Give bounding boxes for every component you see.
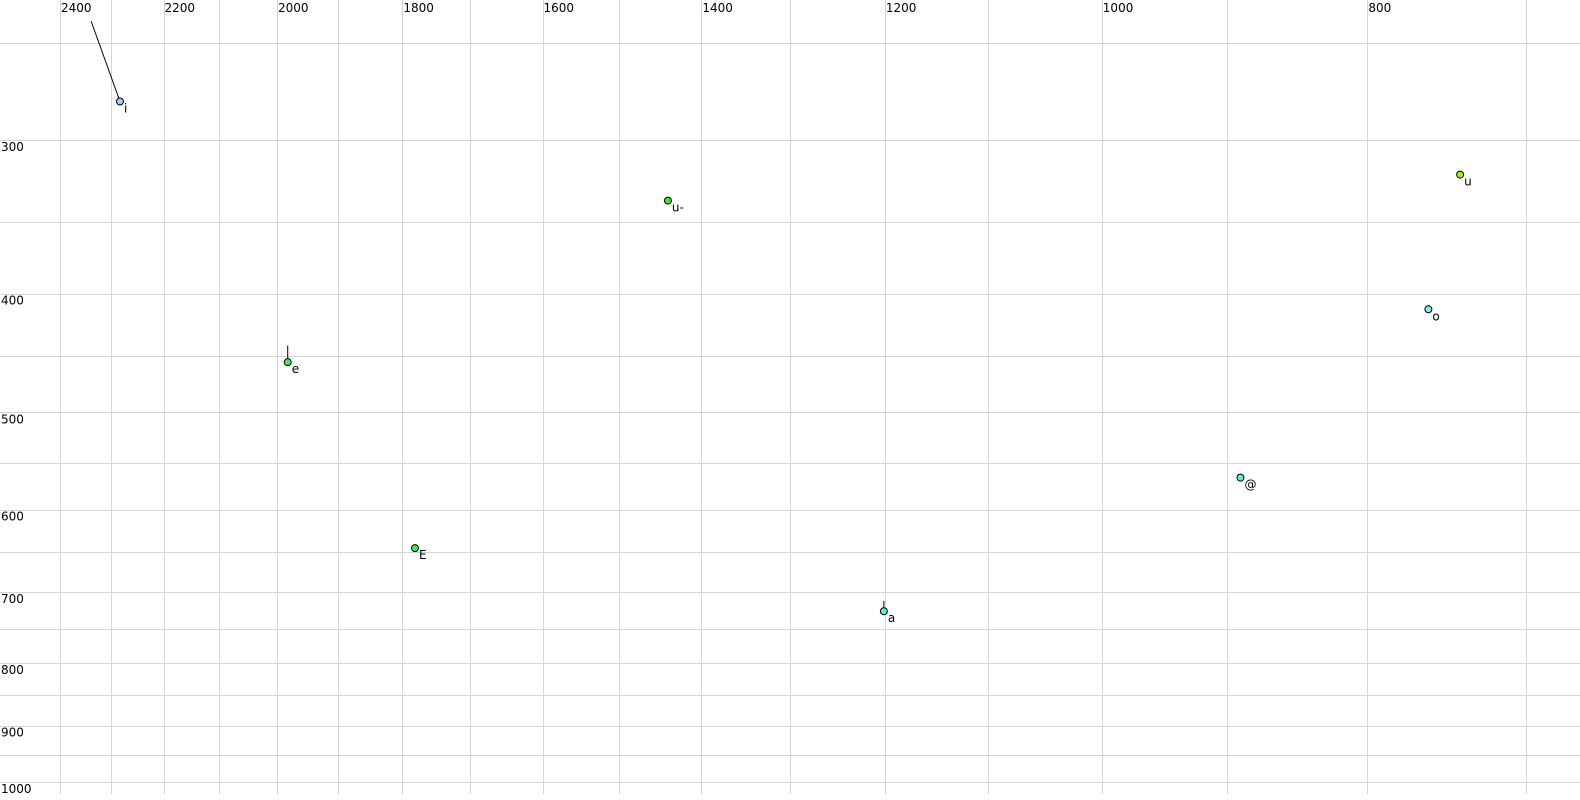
vowel-point-o: o [1424,305,1440,323]
point-label: u- [672,201,684,215]
data-point-marker [115,97,124,106]
vowel-point-u: u [1456,170,1472,189]
y-tick-label: 800 [1,663,24,677]
point-label: e [292,362,299,376]
point-label: i [124,101,127,115]
vowel-point-e: e [283,345,299,376]
x-tick-label: 2400 [61,1,92,15]
y-tick-label: 300 [1,140,24,154]
data-point-marker [1236,473,1245,482]
y-tick-label: 600 [1,510,24,524]
x-tick-label: 1200 [886,1,917,15]
y-tick-label: 900 [1,726,24,740]
trajectory-line [90,21,121,102]
data-point-marker [879,607,888,616]
data-point-marker [1424,305,1433,314]
x-tick-label: 1400 [702,1,733,15]
point-label: u [1464,175,1472,189]
data-point-marker [663,196,672,205]
y-tick-label: 400 [1,294,24,308]
data-points: i e Eu-a @ o u [90,21,1472,625]
tick-labels: 2400 2200 2000 1800 1600 1400 1200 1000 800 300 40… [1,1,1391,796]
x-tick-label: 1600 [544,1,575,15]
vowel-point-@: @ [1236,473,1256,492]
point-label: a [888,611,895,625]
y-tick-label: 700 [1,592,24,606]
point-label: o [1432,309,1439,323]
data-point-marker [1456,170,1465,179]
vowel-point-u-: u- [663,196,684,215]
data-point-marker [410,544,419,553]
x-tick-label: 2200 [165,1,196,15]
vowel-point-a: a [879,600,895,625]
vowel-point-E: E [410,544,427,562]
x-tick-label: 2000 [278,1,309,15]
y-tick-label: 500 [1,412,24,426]
vowel-point-i: i [90,21,127,115]
point-label: E [419,548,427,562]
x-tick-label: 1000 [1103,1,1134,15]
x-tick-label: 800 [1368,1,1391,15]
y-tick-label: 1000 [1,782,32,796]
x-tick-label: 1800 [403,1,434,15]
point-label: @ [1244,478,1256,492]
data-point-marker [283,358,292,367]
